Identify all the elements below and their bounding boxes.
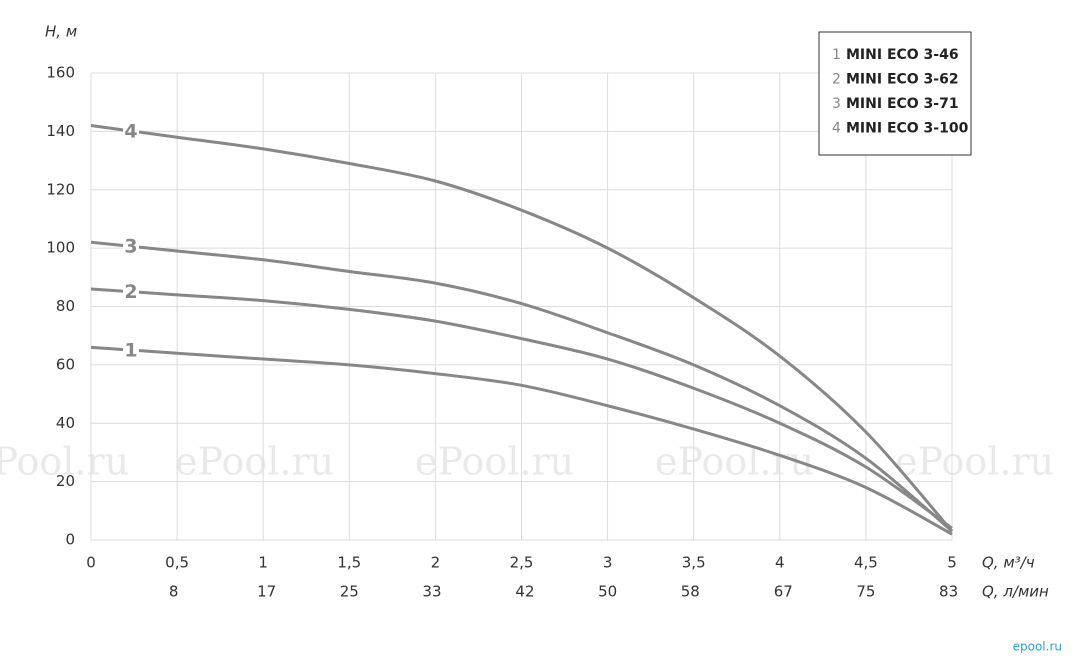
x-tick-label: 0 <box>86 554 96 572</box>
y-tick-label: 100 <box>46 239 75 257</box>
x-tick-label: 1 <box>258 554 268 572</box>
x-tick-label: 4,5 <box>854 554 878 572</box>
x2-tick-label: 67 <box>774 583 793 601</box>
watermark: ePool.ru <box>655 440 814 484</box>
curve-label: 2 <box>124 281 137 303</box>
legend-number: 1 <box>832 47 841 63</box>
y-axis-label: H, м <box>45 23 77 41</box>
y-tick-label: 120 <box>46 180 75 198</box>
y-tick-label: 20 <box>56 472 75 490</box>
x-tick-label: 3,5 <box>682 554 706 572</box>
curve <box>90 345 953 536</box>
legend-number: 4 <box>832 121 841 137</box>
curve-label-bg <box>123 236 139 257</box>
x-tick-label: 5 <box>947 554 957 572</box>
watermark: ePool.ru <box>895 440 1054 484</box>
x2-tick-label: 50 <box>598 583 617 601</box>
logo: epool.ru <box>1013 640 1062 654</box>
legend-entry: MINI ECO 3-100 <box>846 121 969 137</box>
legend-box <box>818 31 972 156</box>
curve <box>90 240 953 533</box>
curve-label: 3 <box>124 236 137 258</box>
y-tick-label: 60 <box>56 355 75 373</box>
y-tick-label: 40 <box>56 414 75 432</box>
watermark: ePool.ru <box>175 440 334 484</box>
x-tick-label: 3 <box>603 554 613 572</box>
x2-tick-label: 33 <box>422 583 441 601</box>
x-tick-label: 0,5 <box>165 554 189 572</box>
x-tick-label: 2,5 <box>510 554 534 572</box>
grid <box>90 72 953 541</box>
x2-tick-label: 17 <box>257 583 276 601</box>
y-tick-label: 0 <box>65 531 75 549</box>
watermark: ePool.ru <box>0 440 129 484</box>
x2-tick-label: 83 <box>939 583 958 601</box>
curve <box>90 124 954 533</box>
x2-tick-label: 75 <box>856 583 875 601</box>
x2-tick-label: 25 <box>340 583 359 601</box>
watermark: ePool.ru <box>415 440 574 484</box>
x2-axis-label: Q, л/мин <box>982 583 1049 601</box>
legend-entry: MINI ECO 3-46 <box>846 47 959 63</box>
x2-tick-label: 58 <box>681 583 700 601</box>
curve <box>90 287 953 530</box>
x2-tick-label: 42 <box>515 583 534 601</box>
x2-tick-label: 8 <box>169 583 179 601</box>
curve-label-bg <box>123 281 139 302</box>
legend-number: 2 <box>832 72 841 88</box>
y-tick-label: 160 <box>46 64 75 82</box>
legend-number: 3 <box>832 96 841 112</box>
x-tick-label: 4 <box>775 554 785 572</box>
y-tick-label: 80 <box>56 297 75 315</box>
curve-label: 4 <box>124 120 137 142</box>
legend-entry: MINI ECO 3-62 <box>846 72 959 88</box>
x-tick-label: 1,5 <box>337 554 361 572</box>
y-tick-label: 140 <box>46 122 75 140</box>
x-tick-label: 2 <box>431 554 441 572</box>
curve-label-bg <box>123 120 139 141</box>
legend-entry: MINI ECO 3-71 <box>846 96 959 112</box>
x-axis-label: Q, м³/ч <box>982 554 1035 572</box>
curve-label: 1 <box>124 339 137 361</box>
curve-label-bg <box>123 339 139 360</box>
